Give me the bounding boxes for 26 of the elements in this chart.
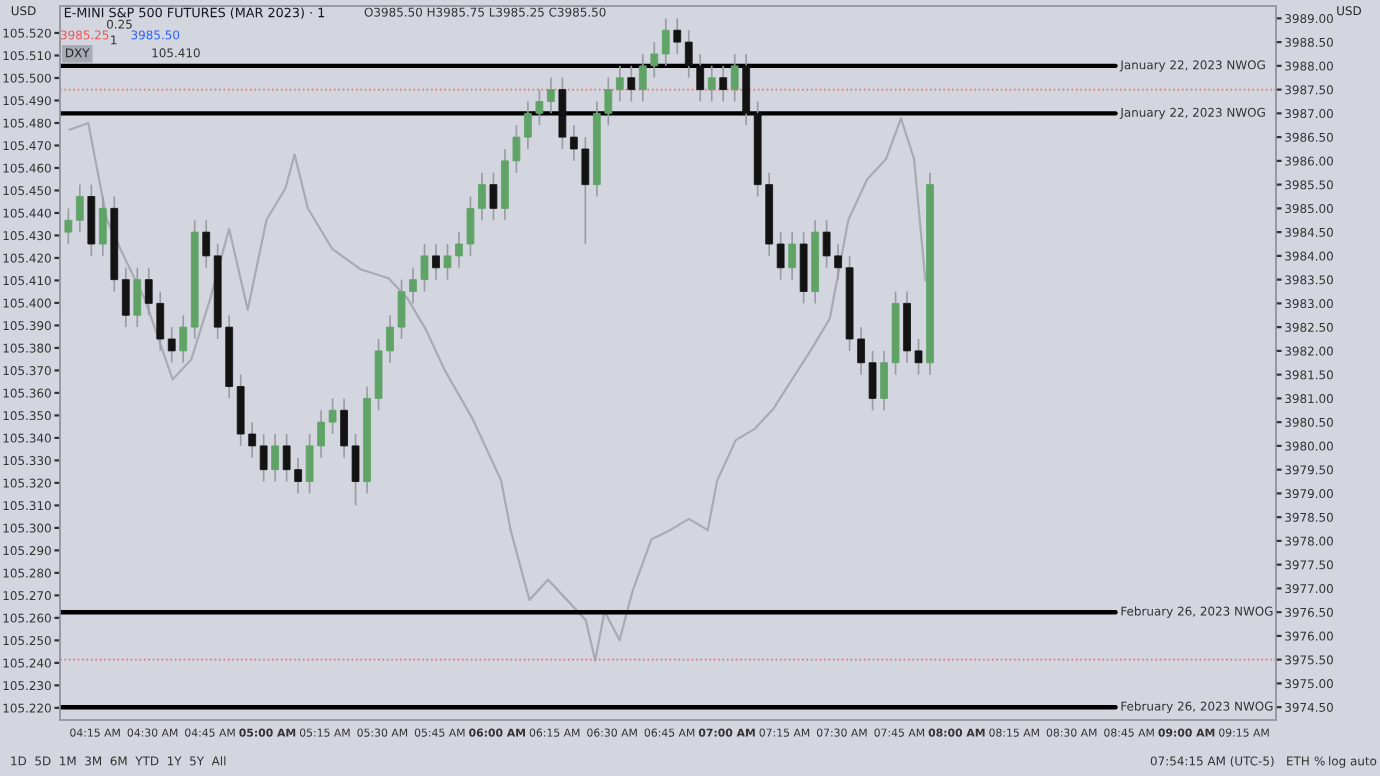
candlestick xyxy=(730,53,739,103)
candlestick xyxy=(167,326,176,364)
line-series xyxy=(68,117,927,662)
candlestick xyxy=(75,183,84,233)
candlestick xyxy=(673,17,682,55)
candlestick xyxy=(133,266,142,328)
candlestick xyxy=(98,195,107,257)
candlestick xyxy=(547,76,555,115)
candlestick xyxy=(271,433,280,483)
candlestick xyxy=(615,65,624,103)
candlestick xyxy=(558,76,567,150)
candlestick xyxy=(776,231,785,281)
candlestick xyxy=(788,231,797,281)
candlestick xyxy=(489,171,498,222)
candlestick xyxy=(627,65,636,103)
candlestick xyxy=(259,433,268,483)
candlestick xyxy=(432,243,440,281)
candlestick xyxy=(661,17,670,67)
candlestick xyxy=(719,65,728,103)
candlestick xyxy=(202,219,211,269)
candlestick xyxy=(707,65,716,103)
candlestick xyxy=(87,183,96,257)
candlestick xyxy=(799,231,808,305)
candlestick xyxy=(742,53,751,127)
candlestick xyxy=(121,266,130,328)
candlestick xyxy=(179,314,188,364)
